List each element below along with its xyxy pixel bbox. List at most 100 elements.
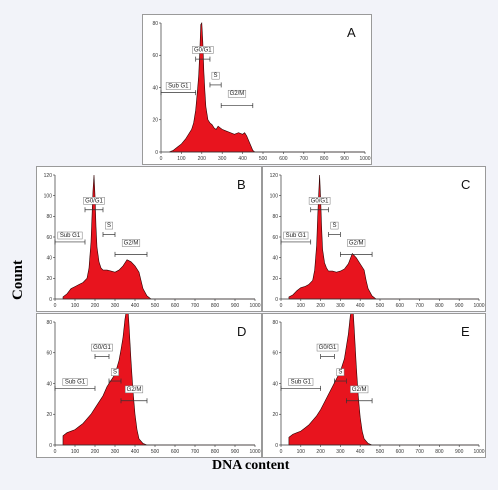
x-tick-label-e: 800 — [435, 449, 444, 455]
y-tick-label-d: 0 — [49, 443, 52, 449]
x-tick-label-c: 500 — [376, 303, 385, 309]
x-tick-label-a: 600 — [279, 156, 288, 162]
y-tick-label-b: 20 — [46, 276, 52, 282]
gate-s-c-box — [330, 221, 339, 230]
histogram-e: 0 100 200 300 400 500 600 700 800 900 1000 0 20 40 60 8… — [272, 314, 485, 455]
gate-g2-m-d-box — [124, 385, 144, 394]
y-tick-label-c: 60 — [272, 235, 278, 241]
x-tick-label-a: 0 — [160, 156, 163, 162]
x-tick-label-a: 800 — [320, 156, 329, 162]
x-tick-label-d: 200 — [91, 449, 100, 455]
y-tick-label-a: 60 — [152, 53, 158, 59]
gate-g0-g1-b-label: G0/G1 — [85, 198, 103, 204]
x-tick-label-c: 0 — [280, 303, 283, 309]
x-tick-label-e: 700 — [415, 449, 424, 455]
gate-g2-m-b-label: G2/M — [124, 240, 139, 246]
x-tick-label-a: 300 — [218, 156, 227, 162]
panel-letter-a: A — [347, 25, 356, 40]
gate-g0-g1-a-label: G0/G1 — [194, 47, 212, 53]
gate-sub-g1-a-box — [165, 82, 191, 90]
histogram-d: 0 100 200 300 400 500 600 700 800 900 1000 0 20 40 60 8… — [46, 314, 261, 455]
gate-s-e-label: S — [338, 370, 342, 376]
gate-s-b-box — [105, 221, 113, 230]
y-tick-label-a: 40 — [152, 85, 158, 91]
panel-letter-d: D — [237, 324, 246, 339]
x-tick-label-d: 500 — [151, 449, 160, 455]
histogram-area-b — [62, 174, 255, 300]
x-tick-label-e: 1000 — [473, 449, 484, 455]
x-tick-label-a: 700 — [300, 156, 309, 162]
y-tick-label-d: 40 — [46, 381, 52, 387]
x-tick-label-b: 200 — [91, 303, 100, 309]
gate-g2-m-e-box — [350, 385, 369, 394]
gate-g2-m-a-label: G2/M — [230, 91, 245, 97]
gate-g0-g1-b-box — [83, 197, 105, 205]
x-tick-label-c: 400 — [356, 303, 365, 309]
histogram-b: 0 100 200 300 400 500 600 700 800 900 1000 0 20 40 60 8… — [44, 173, 261, 309]
x-tick-label-a: 100 — [177, 156, 186, 162]
x-tick-label-d: 600 — [171, 449, 180, 455]
y-tick-label-d: 60 — [46, 351, 52, 357]
gate-sub-g1-e-box — [288, 378, 314, 386]
x-tick-label-e: 600 — [396, 449, 405, 455]
panel-e: 0 100 200 300 400 500 600 700 800 900 1000 0 20 40 60 8… — [262, 313, 486, 458]
gate-g0-g1-a-box — [192, 46, 214, 54]
y-tick-label-c: 120 — [270, 173, 279, 179]
histogram-a: 0 100 200 300 400 500 600 700 800 900 1000 0 20 40 60 8… — [152, 21, 370, 162]
panel-letter-c: C — [461, 177, 470, 192]
gate-s-a-label: S — [214, 73, 218, 79]
gate-g0-g1-d-box — [91, 343, 113, 352]
gate-sub-g1-c-box — [283, 231, 309, 240]
y-tick-label-b: 120 — [44, 173, 53, 179]
histogram-area-d — [62, 314, 255, 446]
y-tick-label-d: 80 — [46, 320, 52, 326]
gate-g2-m-e-label: G2/M — [352, 387, 367, 393]
x-tick-label-b: 400 — [131, 303, 140, 309]
x-tick-label-e: 400 — [356, 449, 365, 455]
gate-g2-m-d-label: G2/M — [127, 387, 142, 393]
x-tick-label-d: 100 — [71, 449, 80, 455]
x-tick-label-d: 0 — [54, 449, 57, 455]
panel-d: 0 100 200 300 400 500 600 700 800 900 1000 0 20 40 60 8… — [36, 313, 262, 458]
panel-a: 0 100 200 300 400 500 600 700 800 900 1000 0 20 40 60 8… — [142, 14, 372, 165]
x-tick-label-e: 100 — [297, 449, 306, 455]
gate-s-d-box — [111, 368, 119, 376]
y-tick-label-e: 60 — [272, 351, 278, 357]
gate-sub-g1-b-box — [57, 231, 83, 240]
gate-sub-g1-b-label: Sub G1 — [60, 233, 81, 239]
histogram-area-a — [169, 22, 365, 153]
y-tick-label-e: 80 — [272, 320, 278, 326]
x-tick-label-c: 600 — [396, 303, 405, 309]
histogram-area-e — [288, 314, 479, 446]
x-tick-label-b: 100 — [71, 303, 80, 309]
x-tick-label-d: 300 — [111, 449, 120, 455]
gate-g0-g1-e-label: G0/G1 — [319, 345, 337, 351]
x-tick-label-e: 500 — [376, 449, 385, 455]
gate-sub-g1-d-box — [62, 378, 88, 386]
gate-g2-m-c-label: G2/M — [349, 240, 364, 246]
x-tick-label-a: 1000 — [359, 156, 370, 162]
x-tick-label-c: 900 — [455, 303, 464, 309]
x-tick-label-c: 300 — [336, 303, 345, 309]
x-tick-label-a: 400 — [238, 156, 247, 162]
x-tick-label-d: 800 — [211, 449, 220, 455]
panel-letter-b: B — [237, 177, 246, 192]
x-tick-label-b: 800 — [211, 303, 220, 309]
gate-sub-g1-d-label: Sub G1 — [65, 380, 86, 386]
x-tick-label-e: 300 — [336, 449, 345, 455]
y-tick-label-c: 20 — [272, 276, 278, 282]
gate-s-d-label: S — [113, 370, 117, 376]
x-tick-label-b: 500 — [151, 303, 160, 309]
x-tick-label-c: 100 — [297, 303, 306, 309]
gate-g0-g1-c-box — [308, 197, 331, 205]
y-tick-label-e: 20 — [272, 412, 278, 418]
x-tick-label-d: 700 — [191, 449, 200, 455]
gate-g2-m-a-box — [227, 89, 247, 98]
x-tick-label-d: 900 — [231, 449, 240, 455]
gate-g0-g1-d-label: G0/G1 — [93, 345, 111, 351]
x-tick-label-a: 900 — [340, 156, 349, 162]
y-tick-label-b: 40 — [46, 255, 52, 261]
panel-b: 0 100 200 300 400 500 600 700 800 900 1000 0 20 40 60 8… — [36, 166, 262, 312]
gate-s-e-box — [336, 368, 345, 376]
y-tick-label-e: 0 — [275, 443, 278, 449]
